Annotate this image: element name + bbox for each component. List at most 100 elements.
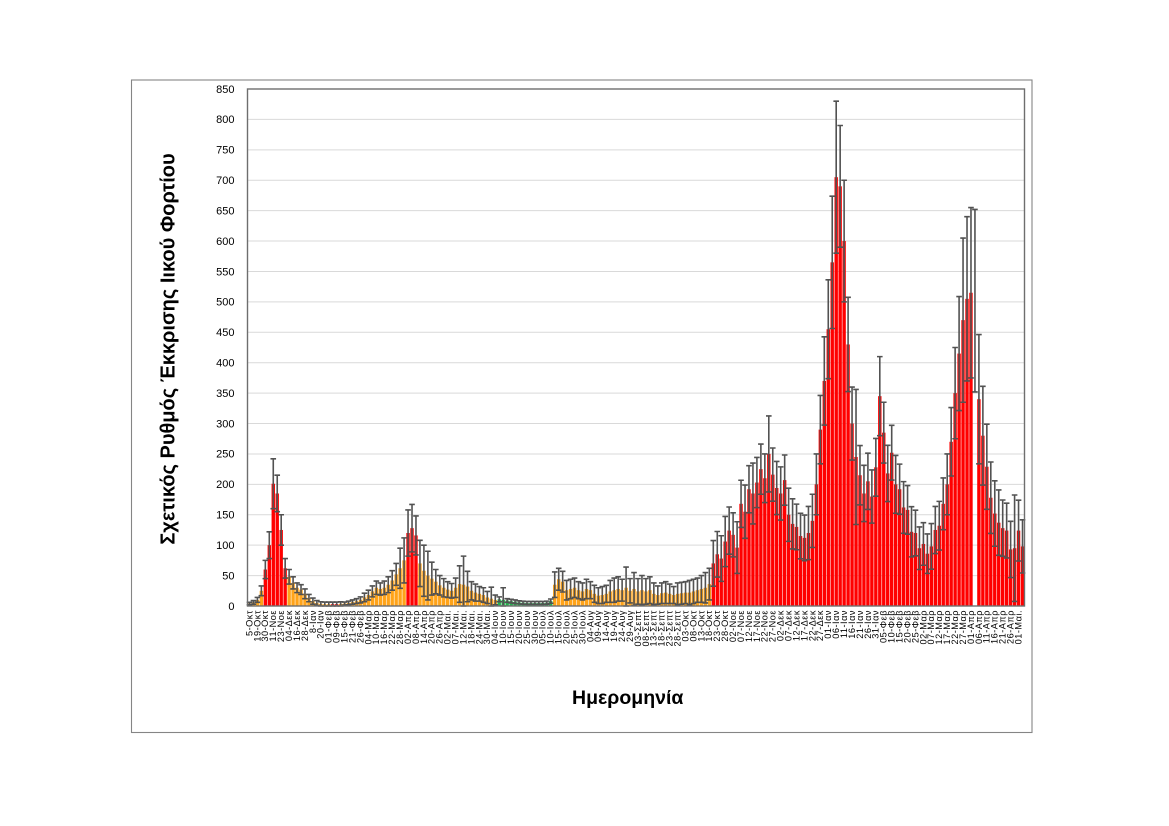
svg-text:11-Ιαν: 11-Ιαν xyxy=(839,610,849,638)
svg-text:01-Μαι.: 01-Μαι. xyxy=(1013,610,1023,644)
svg-text:12-Νοε: 12-Νοε xyxy=(744,610,754,642)
svg-text:09-Αυγ: 09-Αυγ xyxy=(593,610,603,642)
svg-text:26-Ιαν: 26-Ιαν xyxy=(863,610,873,639)
svg-text:22-Μαρ: 22-Μαρ xyxy=(387,610,397,644)
svg-text:01-Ιαν: 01-Ιαν xyxy=(823,610,833,639)
svg-text:12-Δεκ: 12-Δεκ xyxy=(791,610,801,641)
svg-text:300: 300 xyxy=(216,418,234,430)
svg-text:22-Νοε: 22-Νοε xyxy=(760,610,770,642)
svg-text:15-Φεβ: 15-Φεβ xyxy=(340,610,350,643)
svg-text:05-Φεβ: 05-Φεβ xyxy=(879,610,889,643)
svg-text:17-Δεκ: 17-Δεκ xyxy=(799,610,809,641)
svg-text:700: 700 xyxy=(216,175,234,187)
svg-text:13-Σεπτ: 13-Σεπτ xyxy=(649,610,659,647)
svg-text:200: 200 xyxy=(216,479,234,491)
svg-text:28-Μαρ: 28-Μαρ xyxy=(395,610,405,644)
svg-text:06-Ιαν: 06-Ιαν xyxy=(831,610,841,639)
svg-text:20-Απρ: 20-Απρ xyxy=(427,610,437,644)
svg-text:09-Φεβ: 09-Φεβ xyxy=(332,610,342,643)
svg-text:07-Μαρ: 07-Μαρ xyxy=(926,610,936,644)
svg-text:400: 400 xyxy=(216,358,234,370)
svg-text:22-Δεκ: 22-Δεκ xyxy=(807,610,817,641)
svg-text:20-Φεβ: 20-Φεβ xyxy=(902,610,912,643)
svg-text:27-Δεκ: 27-Δεκ xyxy=(815,610,825,641)
svg-text:27-Μαρ: 27-Μαρ xyxy=(958,610,968,644)
svg-text:21-Απρ: 21-Απρ xyxy=(998,610,1008,644)
svg-text:450: 450 xyxy=(216,327,234,339)
svg-text:24-Αυγ: 24-Αυγ xyxy=(617,610,627,642)
svg-text:31-Ιαν: 31-Ιαν xyxy=(871,610,881,639)
svg-text:750: 750 xyxy=(216,145,234,157)
svg-text:30-Ιουλ: 30-Ιουλ xyxy=(577,610,587,644)
svg-text:15-Ιουλ: 15-Ιουλ xyxy=(554,610,564,644)
svg-text:8-Ιαν: 8-Ιαν xyxy=(308,610,318,633)
svg-text:15-Φεβ: 15-Φεβ xyxy=(895,610,905,643)
svg-text:11-Νοε: 11-Νοε xyxy=(268,610,278,641)
svg-text:250: 250 xyxy=(216,449,234,461)
svg-text:07-Δεκ: 07-Δεκ xyxy=(784,610,794,641)
svg-text:05-Ιουλ: 05-Ιουλ xyxy=(538,610,548,644)
svg-text:18-Μαι.: 18-Μαι. xyxy=(466,610,476,644)
svg-text:600: 600 xyxy=(216,236,234,248)
svg-text:30-Οκτ: 30-Οκτ xyxy=(260,610,270,642)
svg-text:02-Απρ: 02-Απρ xyxy=(403,610,413,644)
svg-text:21-Φεβ: 21-Φεβ xyxy=(347,610,357,643)
svg-text:5-Οκτ: 5-Οκτ xyxy=(244,610,254,636)
svg-text:03-Σεπτ: 03-Σεπτ xyxy=(633,610,643,647)
svg-text:12-Μαι.: 12-Μαι. xyxy=(458,610,468,644)
svg-text:02-Μαι.: 02-Μαι. xyxy=(443,610,453,644)
svg-text:07-Νοε: 07-Νοε xyxy=(736,610,746,642)
svg-text:27-Νοε: 27-Νοε xyxy=(768,610,778,642)
svg-text:08-Σεπτ: 08-Σεπτ xyxy=(641,610,651,647)
svg-text:02-Μαρ: 02-Μαρ xyxy=(918,610,928,644)
svg-text:16-Μαρ: 16-Μαρ xyxy=(379,610,389,644)
svg-text:13-Οκτ: 13-Οκτ xyxy=(696,610,706,642)
svg-text:25-Ιουλ: 25-Ιουλ xyxy=(569,610,579,644)
svg-text:100: 100 xyxy=(216,540,234,552)
svg-text:18-Σεπτ: 18-Σεπτ xyxy=(657,610,667,647)
svg-text:17-Νοε: 17-Νοε xyxy=(752,610,762,642)
svg-text:24-Μαι.: 24-Μαι. xyxy=(474,610,484,644)
svg-text:08-Οκτ: 08-Οκτ xyxy=(688,610,698,642)
svg-text:23-Νοε: 23-Νοε xyxy=(276,610,286,642)
svg-text:23-Οκτ: 23-Οκτ xyxy=(712,610,722,642)
svg-text:01-Φεβ: 01-Φεβ xyxy=(324,610,334,643)
svg-text:550: 550 xyxy=(216,266,234,278)
svg-text:04-Ιουν: 04-Ιουν xyxy=(490,610,500,644)
svg-text:23-Σεπτ: 23-Σεπτ xyxy=(665,610,675,647)
svg-text:150: 150 xyxy=(216,510,234,522)
svg-text:04-Δεκ: 04-Δεκ xyxy=(284,610,294,641)
svg-text:21-Ιαν: 21-Ιαν xyxy=(855,610,865,639)
svg-text:29-Αυγ: 29-Αυγ xyxy=(625,610,635,642)
svg-text:650: 650 xyxy=(216,205,234,217)
svg-text:19-Αυγ: 19-Αυγ xyxy=(609,610,619,642)
svg-text:02-Δεκ: 02-Δεκ xyxy=(776,610,786,641)
svg-text:14-Απρ: 14-Απρ xyxy=(419,610,429,644)
svg-text:04-Αυγ: 04-Αυγ xyxy=(585,610,595,642)
svg-text:17-Μαρ: 17-Μαρ xyxy=(942,610,952,644)
svg-text:06-Απρ: 06-Απρ xyxy=(974,610,984,644)
svg-text:07-Μαι.: 07-Μαι. xyxy=(451,610,461,644)
svg-text:25-Ιουν: 25-Ιουν xyxy=(522,610,532,644)
svg-text:12-Μαρ: 12-Μαρ xyxy=(934,610,944,644)
svg-text:04-Μαρ: 04-Μαρ xyxy=(363,610,373,644)
svg-text:02-Νοε: 02-Νοε xyxy=(728,610,738,642)
svg-text:22-Μαρ: 22-Μαρ xyxy=(950,610,960,644)
svg-text:15-Ιουν: 15-Ιουν xyxy=(506,610,516,644)
svg-text:30-Μαι.: 30-Μαι. xyxy=(482,610,492,644)
svg-text:800: 800 xyxy=(216,114,234,126)
svg-text:16-Απρ: 16-Απρ xyxy=(990,610,1000,644)
svg-text:850: 850 xyxy=(216,84,234,96)
svg-text:25-Φεβ: 25-Φεβ xyxy=(910,610,920,643)
svg-text:20-Ιαν: 20-Ιαν xyxy=(316,610,326,639)
svg-text:16-Δεκ: 16-Δεκ xyxy=(292,610,302,641)
svg-text:28-Δεκ: 28-Δεκ xyxy=(300,610,310,641)
svg-text:50: 50 xyxy=(222,570,234,582)
svg-text:01-Απρ: 01-Απρ xyxy=(966,610,976,644)
svg-text:30-Ιουν: 30-Ιουν xyxy=(530,610,540,644)
svg-text:26-Φεβ: 26-Φεβ xyxy=(355,610,365,643)
svg-text:20-Ιουλ: 20-Ιουλ xyxy=(562,610,572,644)
svg-text:26-Απρ: 26-Απρ xyxy=(1006,610,1016,644)
svg-text:18-Οκτ: 18-Οκτ xyxy=(704,610,714,642)
svg-text:19-Οκτ: 19-Οκτ xyxy=(252,610,262,642)
